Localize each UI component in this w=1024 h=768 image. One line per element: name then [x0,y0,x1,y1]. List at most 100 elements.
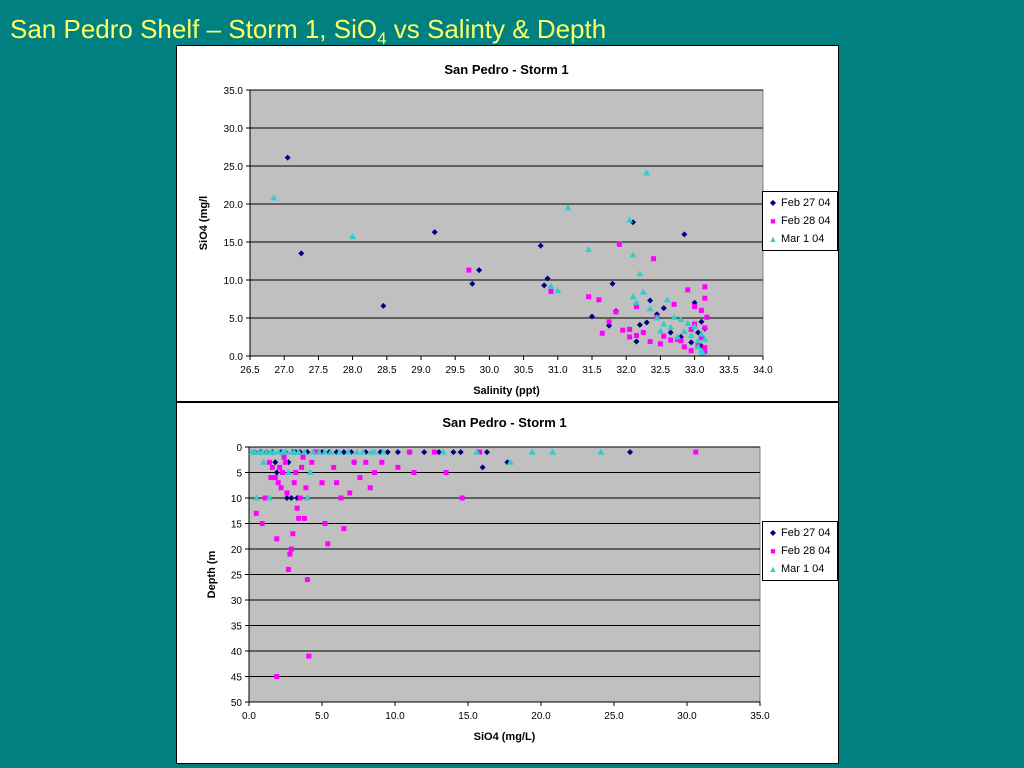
data-point [344,448,352,455]
x-tick-label: 25.0 [604,711,624,722]
data-point [469,280,476,287]
data-point [704,314,710,320]
y-tick-label: 10.0 [224,276,244,287]
data-point [301,515,307,521]
x-tick-label: 34.0 [753,365,773,376]
data-point [643,319,650,326]
data-point [627,449,634,456]
data-point [627,334,633,340]
data-point [589,313,595,320]
data-point [670,313,678,320]
data-point [262,495,268,501]
data-point [548,288,554,294]
data-point [528,448,536,455]
data-point [258,448,266,455]
data-point [647,339,653,345]
data-point [283,459,288,465]
data-point [632,299,640,306]
data-point [691,322,699,329]
data-point [646,305,654,312]
data-point [265,494,273,501]
data-point [421,449,428,456]
data-point [295,448,303,455]
data-point [266,459,272,465]
legend-entry: ◆ Feb 27 04 [767,194,831,212]
data-point [331,464,337,470]
data-point [626,216,634,223]
y-tick-label: 20.0 [224,200,244,211]
data-point [688,339,695,346]
data-point [367,485,373,491]
data-point [281,454,287,460]
legend-label: Feb 27 04 [781,197,831,209]
legend-label: Feb 28 04 [781,545,831,557]
x-tick-label: 32.0 [616,365,636,376]
x-tick-label: 30.5 [514,365,534,376]
data-point [681,231,688,238]
data-point [633,332,639,338]
data-point [586,294,592,300]
x-tick-label: 15.0 [458,711,478,722]
data-point [431,449,437,455]
data-point [657,341,663,347]
y-tick-label: 10 [231,494,243,505]
diamond-marker-icon: ◆ [769,198,777,207]
data-point [278,485,284,491]
data-point [473,448,481,455]
slide-title-subscript: 4 [377,29,387,49]
data-point [477,449,483,455]
legend-entry: ◆ Feb 27 04 [767,524,831,542]
data-point [362,449,369,456]
data-point [285,566,291,572]
y-tick-label: 20 [231,545,243,556]
x-tick-label: 30.0 [480,365,500,376]
data-point [443,470,449,475]
data-point [309,448,317,455]
data-point [306,469,314,475]
data-point [379,459,385,465]
data-point [287,551,293,557]
data-point [688,326,694,332]
chart-title: San Pedro - Storm 1 [442,415,566,430]
data-point [597,448,605,455]
data-point [270,448,278,455]
data-point [297,495,303,501]
data-point [431,229,438,236]
data-point [688,348,694,354]
legend-entry: ■ Feb 28 04 [767,212,830,230]
depth-chart-legend: ◆ Feb 27 04 ■ Feb 28 04 ▲ Mar 1 04 [762,521,838,581]
data-point [693,449,699,455]
y-tick-label: 15 [231,520,243,531]
data-point [620,327,626,333]
data-point [273,469,280,476]
data-point [321,448,329,455]
data-point [377,449,384,456]
data-point [274,448,282,455]
data-point [483,449,490,456]
data-point [380,302,387,309]
chart-title: San Pedro - Storm 1 [444,62,568,77]
x-tick-label: 10.0 [385,711,405,722]
data-point [547,282,555,289]
data-point [476,267,483,274]
depth-chart-panel: San Pedro - Storm 1 0 5 10 15 20 25 30 35 40 45 50 0… [176,402,839,764]
legend-entry: ■ Feb 28 04 [767,542,831,560]
data-point [283,495,290,501]
data-point [260,458,268,465]
y-tick-label: 5.0 [229,314,243,325]
data-point [298,250,305,257]
x-tick-label: 5.0 [315,711,329,722]
diamond-marker-icon: ◆ [769,528,777,537]
data-point [435,449,442,456]
data-point [702,345,708,351]
data-point [395,464,401,470]
data-point [322,521,328,526]
data-point [284,469,292,475]
data-point [554,287,562,294]
data-point [596,297,602,303]
data-point [272,475,278,481]
x-tick-label: 0.0 [242,711,256,722]
salinity-chart-panel: San Pedro - Storm 1 0.0 5.0 10.0 15.0 20.0 25.… [176,45,839,402]
data-point [633,338,640,345]
data-point [306,653,312,659]
